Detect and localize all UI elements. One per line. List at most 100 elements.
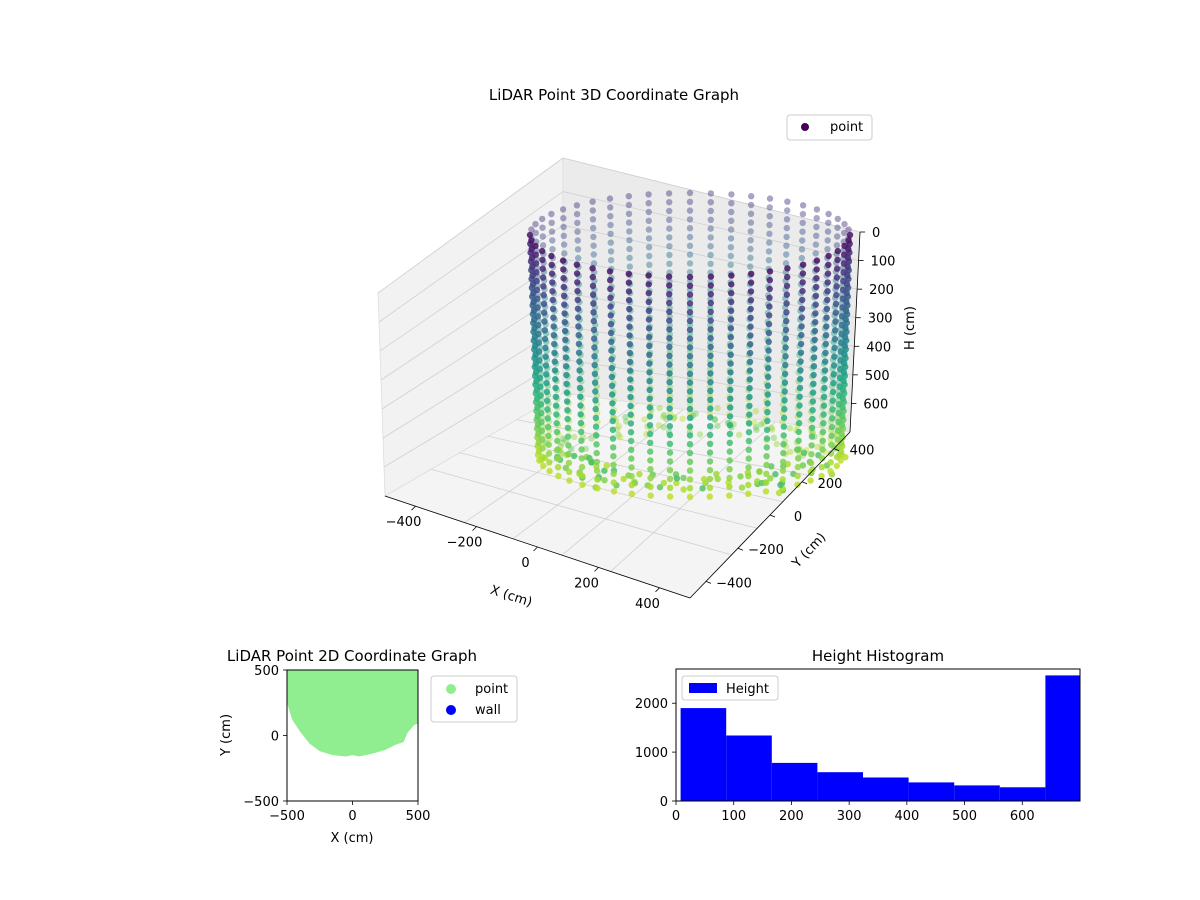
point-3d (538, 392, 544, 398)
point-3d (825, 228, 831, 234)
point-3d (784, 274, 790, 280)
point-3d (576, 358, 582, 364)
point-3d (834, 242, 840, 248)
point-3d (739, 484, 745, 490)
point-3d (609, 409, 615, 415)
point-3d (831, 371, 837, 377)
point-3d (537, 375, 543, 381)
point-3d (571, 453, 577, 459)
point-3d (813, 301, 819, 307)
point-3d (626, 219, 632, 225)
point-3d (667, 388, 673, 394)
point-3d (561, 284, 567, 290)
point-3d (841, 221, 847, 227)
point-3d (629, 491, 635, 497)
x-tick-histogram: 200 (779, 809, 804, 824)
point-3d (666, 208, 672, 214)
point-3d (836, 401, 842, 407)
point-3d (560, 206, 566, 212)
point-3d (610, 462, 616, 468)
y-tick-3d: 0 (794, 510, 802, 525)
point-3d (560, 224, 566, 230)
point-3d (544, 389, 550, 395)
point-3d (593, 424, 599, 430)
point-3d (707, 388, 713, 394)
point-3d (608, 330, 614, 336)
point-3d (811, 345, 817, 351)
point-3d (561, 241, 567, 247)
point-3d (783, 318, 789, 324)
point-3d (727, 440, 733, 446)
point-3d (728, 308, 734, 314)
point-3d (832, 336, 838, 342)
point-3d (820, 411, 826, 417)
point-3d (799, 255, 805, 261)
point-3d (797, 358, 803, 364)
point-3d (756, 468, 762, 474)
point-3d (577, 385, 583, 391)
point-3d (626, 315, 632, 321)
point-3d (799, 246, 805, 252)
point-3d (627, 341, 633, 347)
point-3d (808, 442, 814, 448)
point-3d (646, 218, 652, 224)
point-3d (795, 473, 801, 479)
point-3d (764, 409, 770, 415)
point-3d (666, 344, 672, 350)
point-3d (611, 488, 617, 494)
point-3d (809, 433, 815, 439)
point-3d (814, 257, 820, 263)
point-3d (796, 411, 802, 417)
point-3d (575, 237, 581, 243)
point-3d (747, 350, 753, 356)
point-3d (591, 336, 597, 342)
point-3d (707, 432, 713, 438)
point-3d (728, 272, 734, 278)
point-3d (797, 367, 803, 373)
point-3d (795, 446, 801, 452)
point-3d (607, 277, 613, 283)
point-3d (592, 388, 598, 394)
histogram-bar (681, 708, 727, 801)
point-3d (708, 234, 714, 240)
legend-label-point-3d: point (830, 120, 863, 135)
point-3d (809, 407, 815, 413)
point-3d (833, 283, 839, 289)
point-3d (841, 252, 847, 258)
point-3d (563, 372, 569, 378)
point-3d (538, 410, 544, 416)
point-3d (728, 244, 734, 250)
point-3d (611, 479, 617, 485)
point-3d (814, 215, 820, 221)
point-3d (666, 353, 672, 359)
point-3d (589, 199, 595, 205)
point-3d (784, 207, 790, 213)
point-3d (839, 322, 845, 328)
z-tick-3d: 400 (866, 340, 891, 355)
legend-label-point-2d: point (475, 682, 508, 697)
point-3d (747, 315, 753, 321)
point-3d (799, 237, 805, 243)
point-3d (836, 384, 842, 390)
point-3d (830, 398, 836, 404)
point-3d (748, 288, 754, 294)
point-3d (687, 190, 693, 196)
point-3d (607, 303, 613, 309)
point-3d (796, 429, 802, 435)
point-3d (708, 217, 714, 223)
point-3d (609, 400, 615, 406)
point-3d (626, 211, 632, 217)
point-3d (823, 314, 829, 320)
point-3d (824, 288, 830, 294)
point-3d (576, 350, 582, 356)
point-3d (646, 226, 652, 232)
x-axis-label-2d: X (cm) (331, 831, 374, 846)
point-3d (628, 455, 634, 461)
point-3d (564, 398, 570, 404)
point-3d (540, 283, 546, 289)
point-3d (767, 213, 773, 219)
histogram-bar (954, 785, 1000, 801)
point-3d (764, 400, 770, 406)
point-3d (728, 290, 734, 296)
